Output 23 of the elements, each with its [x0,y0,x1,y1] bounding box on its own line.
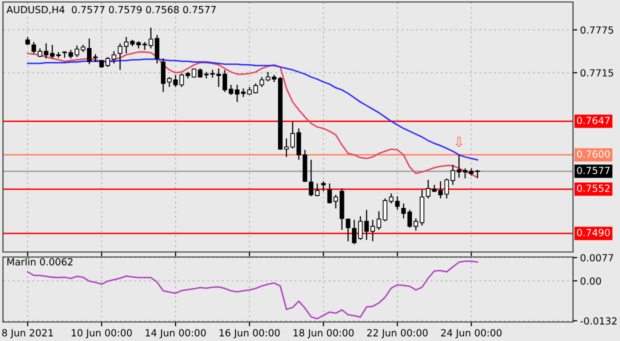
x-tick-label: 8 Jun 2021 [2,329,53,338]
x-tick-label: 16 Jun 00:00 [220,329,280,338]
y-tick-label: 0.7715 [580,69,614,77]
chart-title: AUDUSD,H4 0.7577 0.7579 0.7568 0.7577 [6,6,216,14]
chart-title: Marlin 0.0062 [7,258,72,266]
ref-line-label: 0.7600 [577,150,610,158]
y-tick-label: 0.00 [580,277,601,285]
x-tick-label: 14 Jun 00:00 [146,329,206,338]
ref-line-label: 0.7647 [577,116,610,124]
candlestick [346,218,350,242]
annotation: ⇩ [456,136,462,148]
x-tick-label: 22 Jun 00:00 [367,329,428,338]
candlestick [154,34,160,64]
x-tick-label: 10 Jun 00:00 [72,329,132,338]
ref-line-label: 0.7552 [577,184,610,192]
candlestick [321,180,326,192]
x-tick-label: 24 Jun 00:00 [441,329,502,338]
y-tick-label: 0.7775 [580,26,614,34]
y-tick-label: 0.0077 [580,254,614,262]
ref-line-label: 0.7490 [577,228,610,236]
x-tick-label: 18 Jun 00:00 [294,329,354,338]
y-tick-label: -0.0132 [580,317,616,325]
ref-line-label: 0.7577 [577,166,610,174]
